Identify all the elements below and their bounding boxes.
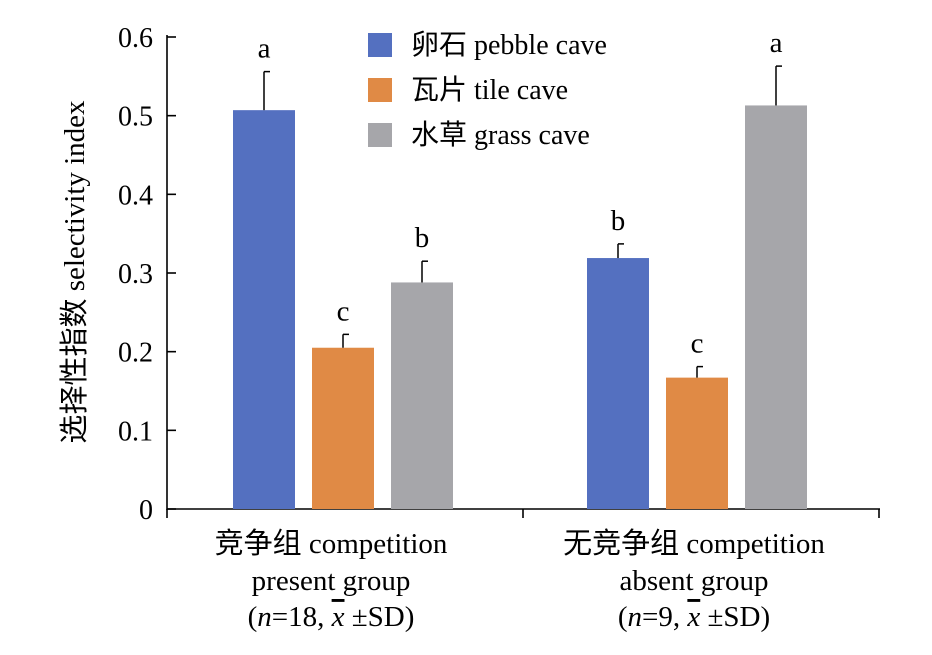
significance-letter: a xyxy=(770,27,783,59)
significance-letter: c xyxy=(337,295,350,327)
x-category-labels: 竞争组 competition present group (n=18, x ±SD… xyxy=(215,527,826,633)
y-tick-label: 0.5 xyxy=(118,102,153,133)
bar xyxy=(391,282,453,509)
y-tick-label: 0.6 xyxy=(118,23,153,54)
mean-symbol: x xyxy=(331,601,345,633)
y-axis-title: 选择性指数 selectivity index xyxy=(58,100,91,444)
significance-letter: b xyxy=(415,222,430,254)
bar xyxy=(745,105,807,509)
legend-swatch xyxy=(368,123,392,147)
legend-label: 卵石 pebble cave xyxy=(411,29,607,61)
bars: a b c c b a xyxy=(233,27,807,509)
y-tick-label: 0.4 xyxy=(118,180,153,211)
bar xyxy=(666,377,728,509)
significance-letter: c xyxy=(691,328,704,360)
n-symbol: n xyxy=(628,601,643,633)
x-category-sample-size: (n=18, x ±SD) xyxy=(248,601,415,633)
bar xyxy=(587,258,649,509)
significance-letter: b xyxy=(611,205,626,237)
n-symbol: n xyxy=(257,601,272,633)
n-value: 9 xyxy=(658,601,673,633)
bar xyxy=(233,110,295,509)
n-value: 18 xyxy=(288,601,317,633)
y-tick-label: 0.2 xyxy=(118,338,153,369)
x-category-label-line: 无竞争组 competition xyxy=(563,527,825,560)
y-tick-label: 0.3 xyxy=(118,259,153,290)
x-category-sample-size: (n=9, x ±SD) xyxy=(618,601,770,633)
mean-symbol: x xyxy=(686,601,700,633)
legend-label: 瓦片 tile cave xyxy=(411,74,568,106)
x-category-label-line: absent group xyxy=(620,565,769,597)
bar xyxy=(312,347,374,509)
x-category-label-line: present group xyxy=(252,565,411,597)
y-tick-label: 0.1 xyxy=(118,416,153,447)
legend-label: 水草 grass cave xyxy=(411,119,590,151)
legend-swatch xyxy=(368,78,392,102)
significance-letter: a xyxy=(258,33,271,65)
legend-swatch xyxy=(368,33,392,57)
y-tick-label: 0 xyxy=(139,495,153,526)
x-category-label-line: 竞争组 competition xyxy=(215,527,448,560)
y-ticks: 0 0.1 0.2 0.3 0.4 0.5 0.6 xyxy=(118,23,176,526)
legend: 卵石 pebble cave 瓦片 tile cave 水草 grass cave xyxy=(368,29,607,151)
